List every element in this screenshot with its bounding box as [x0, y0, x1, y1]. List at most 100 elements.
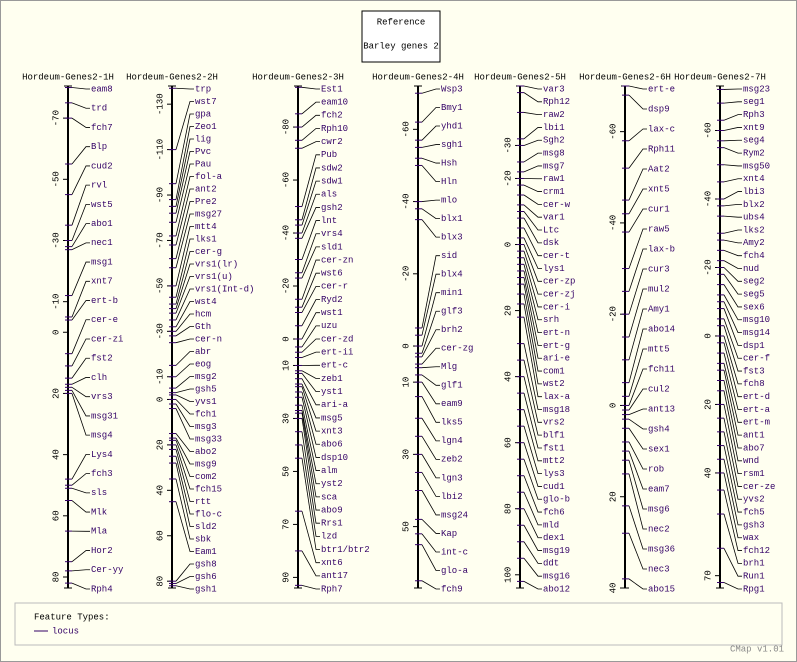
tick-label: -20 — [503, 170, 513, 186]
locus-connector — [523, 541, 542, 564]
locus-connector — [723, 404, 742, 475]
locus-connector — [723, 370, 742, 436]
locus-label: cer-zp — [543, 277, 575, 287]
tick-label: 90 — [281, 572, 291, 583]
locus-connector — [175, 456, 194, 515]
locus-connector — [301, 386, 320, 432]
locus-connector — [628, 348, 647, 397]
tick-label: 80 — [503, 503, 513, 514]
tick-label: 40 — [503, 371, 513, 382]
tick-label: -60 — [703, 122, 713, 138]
tick-label: 0 — [608, 403, 618, 408]
tick-label: 40 — [51, 449, 61, 460]
locus-connector — [175, 376, 194, 389]
locus-connector — [523, 360, 542, 423]
locus-label: Wsp3 — [441, 84, 463, 94]
tick-label: 60 — [51, 510, 61, 521]
locus-label: glo-b — [543, 495, 570, 505]
locus-label: hcm — [195, 309, 211, 319]
tick-label: -50 — [51, 171, 61, 187]
locus-label: cer-zn — [321, 255, 353, 265]
locus-connector — [723, 325, 742, 372]
locus-connector — [421, 255, 440, 329]
locus-label: ert-e — [648, 84, 675, 94]
locus-connector — [628, 208, 647, 233]
locus-label: raw1 — [543, 174, 565, 184]
locus-label: lks2 — [743, 225, 765, 235]
locus-label: ubs4 — [743, 213, 765, 223]
map-title: Hordeum-Genes2-1H — [22, 72, 114, 82]
locus-label: xnt5 — [648, 184, 670, 194]
locus-label: vrs1(u) — [195, 272, 233, 282]
locus-connector — [175, 113, 194, 184]
locus-connector — [421, 273, 440, 336]
locus-label: Pvc — [195, 147, 211, 157]
locus-label: var3 — [543, 84, 565, 94]
locus-connector — [628, 148, 647, 169]
locus-label: Pub — [321, 150, 337, 160]
locus-connector — [723, 431, 742, 500]
locus-label: msg8 — [543, 148, 565, 158]
locus-connector — [628, 368, 647, 406]
map-title: Hordeum-Genes2-6H — [579, 72, 671, 82]
locus-label: msg16 — [543, 572, 570, 582]
locus-label: msg2 — [195, 372, 217, 382]
tick-label: -40 — [281, 225, 291, 241]
legend-item: locus — [52, 626, 79, 636]
locus-connector — [301, 405, 320, 471]
locus-connector — [71, 386, 90, 398]
locus-connector — [421, 490, 440, 516]
locus-label: blx2 — [743, 200, 765, 210]
locus-label: dsk — [543, 238, 559, 248]
locus-label: lig — [195, 134, 211, 144]
locus-label: yvs1 — [195, 397, 217, 407]
locus-label: brh2 — [441, 325, 463, 335]
locus-connector — [175, 563, 194, 582]
locus-connector — [175, 213, 194, 268]
locus-connector — [175, 326, 194, 337]
locus-label: seg2 — [743, 277, 765, 287]
locus-connector — [175, 176, 194, 237]
locus-label: cer-zg — [441, 344, 473, 354]
footer: CMap v1.01 — [730, 644, 784, 654]
locus-label: Hsh — [441, 158, 457, 168]
locus-connector — [175, 408, 194, 440]
locus-label: cer-w — [543, 200, 571, 210]
locus-connector — [628, 473, 647, 530]
tick-label: -90 — [155, 187, 165, 203]
locus-connector — [175, 388, 194, 394]
locus-label: Pre2 — [195, 197, 217, 207]
locus-label: dsp10 — [321, 453, 348, 463]
locus-connector — [523, 211, 542, 231]
locus-connector — [175, 585, 194, 590]
locus-label: blx3 — [441, 233, 463, 243]
locus-label: nec2 — [648, 524, 670, 534]
legend-title: Feature Types: — [34, 612, 110, 622]
locus-label: Rph7 — [321, 584, 343, 594]
locus-connector — [723, 274, 742, 295]
locus-connector — [301, 378, 320, 406]
locus-connector — [175, 238, 194, 298]
tick-label: 10 — [281, 360, 291, 371]
locus-label: fch3 — [91, 469, 113, 479]
locus-connector — [71, 102, 90, 109]
locus-label: rtt — [195, 497, 211, 507]
locus-label: lnt — [321, 216, 337, 226]
locus-connector — [523, 237, 542, 269]
locus-connector — [523, 217, 542, 244]
locus-connector — [71, 280, 90, 318]
locus-connector — [723, 284, 742, 308]
locus-label: Cer-yy — [91, 565, 124, 575]
locus-connector — [723, 318, 742, 359]
locus-connector — [723, 472, 742, 539]
tick-label: 0 — [503, 242, 513, 247]
tick-label: 0 — [51, 330, 61, 335]
locus-label: wst6 — [321, 269, 343, 279]
locus-connector — [71, 453, 90, 480]
locus-label: lks5 — [441, 418, 463, 428]
locus-label: abo2 — [195, 447, 217, 457]
locus-connector — [175, 251, 194, 305]
locus-connector — [723, 267, 742, 282]
locus-connector — [421, 519, 440, 534]
locus-label: gsh2 — [321, 203, 343, 213]
